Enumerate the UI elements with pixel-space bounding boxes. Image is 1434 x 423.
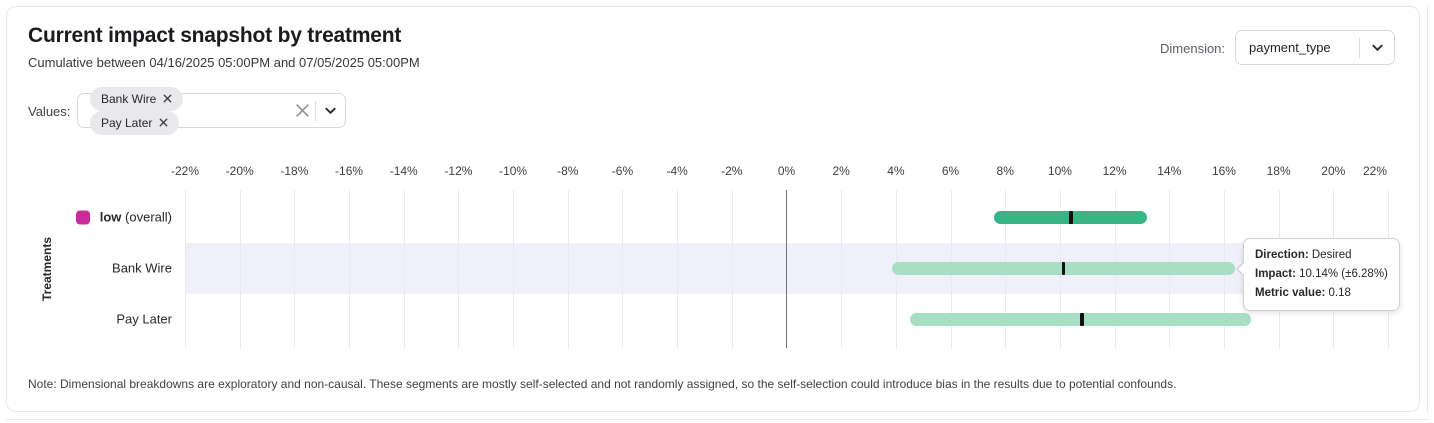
x-axis-tick-label: 18% bbox=[1266, 164, 1291, 178]
tooltip-row: Impact: 10.14% (±6.28%) bbox=[1255, 265, 1388, 284]
values-label: Values: bbox=[28, 104, 71, 119]
gridline bbox=[403, 190, 405, 348]
x-axis-tick-label: -10% bbox=[499, 164, 528, 178]
tooltip-field-value: 10.14% (±6.28%) bbox=[1295, 267, 1388, 280]
gridline bbox=[458, 190, 460, 348]
tooltip-row: Direction: Desired bbox=[1255, 246, 1388, 265]
treatment-name: Pay Later bbox=[116, 311, 172, 327]
x-axis-tick-label: 16% bbox=[1211, 164, 1236, 178]
gridline bbox=[185, 190, 186, 348]
bar-tooltip: Direction: Desired Impact: 10.14% (±6.28%… bbox=[1236, 238, 1400, 311]
gridline bbox=[294, 190, 296, 348]
x-axis-tick-label: -18% bbox=[280, 164, 309, 178]
divider bbox=[1359, 37, 1360, 58]
x-axis-tick-label: 8% bbox=[996, 164, 1014, 178]
adjacent-card-edge-right bbox=[1427, 6, 1428, 412]
value-chip-label: Bank Wire bbox=[101, 91, 157, 106]
adjacent-card-edge-bottom bbox=[6, 419, 1427, 420]
page-title: Current impact snapshot by treatment bbox=[28, 24, 402, 47]
tooltip-field-label: Metric value: bbox=[1255, 286, 1326, 299]
x-axis-tick-label: 20% bbox=[1321, 164, 1346, 178]
x-axis-tick-label: 0% bbox=[777, 164, 796, 178]
treatment-row-label: low (overall) bbox=[0, 210, 172, 225]
x-axis-tick-label: -6% bbox=[611, 164, 634, 178]
x-axis-tick-label: 12% bbox=[1102, 164, 1127, 178]
footnote: Note: Dimensional breakdowns are explora… bbox=[28, 377, 1177, 391]
x-axis-tick-label: -4% bbox=[666, 164, 688, 178]
value-chip[interactable]: Bank Wire bbox=[90, 86, 184, 111]
x-axis-tick-label: -16% bbox=[335, 164, 364, 178]
chevron-down-icon[interactable] bbox=[316, 103, 345, 118]
x-axis-tick-label: -20% bbox=[225, 164, 254, 178]
dimension-selected-value: payment_type bbox=[1249, 40, 1331, 55]
point-estimate-marker bbox=[1080, 312, 1084, 326]
x-axis-tick-label: 14% bbox=[1157, 164, 1182, 178]
x-axis-tick-label: -12% bbox=[444, 164, 473, 178]
point-estimate-marker bbox=[1061, 261, 1066, 275]
values-chips: Bank Wire Pay Later bbox=[90, 86, 279, 135]
treatment-name: low (overall) bbox=[99, 209, 172, 225]
date-range-subtitle: Cumulative between 04/16/2025 05:00PM an… bbox=[28, 55, 420, 70]
x-axis-tick-label: 6% bbox=[941, 164, 960, 178]
x-axis-tick-label: 22% bbox=[1362, 164, 1388, 178]
tooltip-field-value: Desired bbox=[1308, 249, 1352, 261]
divider bbox=[314, 100, 316, 121]
gridline bbox=[239, 190, 241, 348]
x-axis-tick-label: 4% bbox=[887, 164, 905, 178]
tooltip-row: Metric value: 0.18 bbox=[1255, 284, 1388, 303]
chevron-down-icon[interactable] bbox=[1360, 40, 1394, 55]
zero-gridline bbox=[785, 190, 788, 348]
clear-all-icon[interactable] bbox=[291, 103, 315, 118]
gridline bbox=[731, 190, 733, 348]
gridline bbox=[349, 190, 351, 348]
gridline bbox=[567, 190, 569, 348]
x-axis-tick-label: -8% bbox=[557, 164, 579, 178]
snapshot-card bbox=[6, 6, 1420, 412]
gridline bbox=[622, 190, 624, 348]
tooltip-field-label: Impact: bbox=[1255, 267, 1296, 280]
x-axis-tick-label: -2% bbox=[721, 164, 743, 178]
legend-swatch bbox=[75, 210, 90, 224]
x-axis-tick-label: 2% bbox=[832, 164, 850, 178]
dimension-select[interactable]: payment_type bbox=[1235, 30, 1395, 65]
value-chip-label: Pay Later bbox=[101, 115, 153, 130]
y-axis-title: Treatments bbox=[40, 236, 54, 302]
dimension-label: Dimension: bbox=[1160, 41, 1226, 56]
tooltip-field-value: 0.18 bbox=[1325, 286, 1351, 299]
point-estimate-marker bbox=[1069, 210, 1073, 224]
x-axis-tick-label: 10% bbox=[1047, 164, 1072, 178]
chip-remove-icon[interactable] bbox=[163, 92, 172, 106]
chip-remove-icon[interactable] bbox=[159, 116, 168, 130]
x-axis-tick-label: -22% bbox=[170, 164, 200, 178]
treatment-row-label: Bank Wire bbox=[0, 261, 172, 276]
treatment-row-label: Pay Later bbox=[0, 312, 172, 327]
tooltip-field-label: Direction: bbox=[1255, 249, 1309, 261]
gridline bbox=[841, 190, 843, 348]
gridline bbox=[677, 190, 679, 348]
x-axis-tick-label: -14% bbox=[389, 164, 418, 178]
value-chip[interactable]: Pay Later bbox=[90, 110, 180, 135]
treatment-name: Bank Wire bbox=[112, 260, 172, 276]
values-multiselect[interactable]: Bank Wire Pay Later bbox=[77, 86, 346, 135]
gridline bbox=[513, 190, 515, 348]
